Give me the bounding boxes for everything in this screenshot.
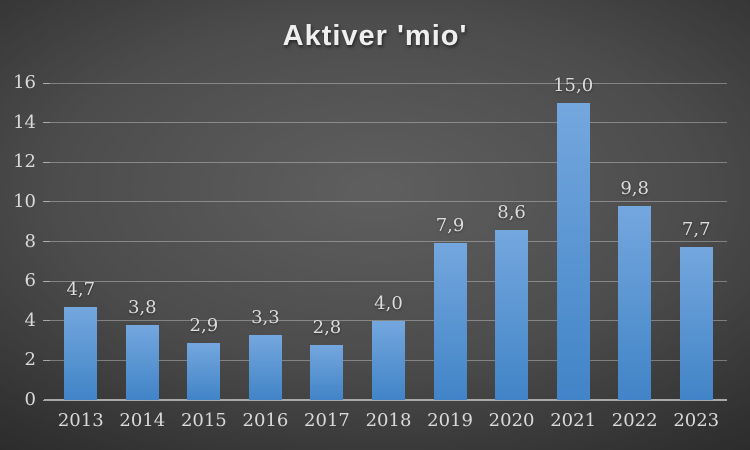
- bar-value-label-2015: 2,9: [189, 314, 219, 336]
- x-axis-label-2013: 2013: [57, 410, 104, 431]
- bar-2021[interactable]: [556, 102, 590, 400]
- x-axis-label-2019: 2019: [427, 410, 473, 431]
- x-axis-line: [44, 399, 727, 401]
- bar-value-label-2018: 4,0: [374, 292, 403, 314]
- gridline: [50, 280, 727, 282]
- bar-value-label-2019: 7,9: [435, 215, 465, 237]
- x-axis-label-2014: 2014: [119, 410, 166, 431]
- x-axis-label-2020: 2020: [488, 410, 535, 431]
- bar-2020[interactable]: [495, 229, 529, 400]
- y-axis-tick: [43, 241, 50, 242]
- bar-2023[interactable]: [679, 247, 713, 400]
- x-axis-label-2017: 2017: [304, 410, 350, 431]
- gridline: [50, 201, 727, 203]
- y-axis-label-8: 8: [24, 230, 36, 252]
- y-axis-label-12: 12: [13, 151, 36, 173]
- y-axis-label-6: 6: [24, 270, 36, 292]
- x-axis-label-2018: 2018: [365, 410, 412, 431]
- bar-2014[interactable]: [125, 324, 159, 400]
- gridline: [50, 161, 727, 163]
- y-axis-tick: [43, 320, 50, 322]
- bar-2022[interactable]: [618, 205, 652, 400]
- y-axis-tick: [43, 201, 50, 203]
- x-axis-label-2022: 2022: [611, 410, 658, 431]
- bar-value-label-2021: 15,0: [553, 74, 594, 96]
- bar-value-label-2022: 9,8: [620, 177, 649, 199]
- bar-value-label-2016: 3,3: [251, 306, 280, 328]
- bar-value-label-2014: 3,8: [127, 296, 157, 318]
- bar-2013[interactable]: [64, 306, 98, 400]
- y-axis-tick: [43, 359, 50, 361]
- gridline: [50, 122, 727, 124]
- x-axis-label-2023: 2023: [673, 410, 720, 431]
- bar-2015[interactable]: [187, 342, 221, 400]
- x-axis-label-2021: 2021: [550, 410, 597, 431]
- chart-title: Aktiver 'mio': [282, 20, 468, 52]
- y-axis-label-16: 16: [13, 72, 36, 93]
- y-axis-tick: [43, 161, 50, 163]
- y-axis-label-2: 2: [24, 349, 36, 371]
- bar-2017[interactable]: [310, 344, 344, 400]
- bar-2019[interactable]: [433, 243, 467, 400]
- y-axis-label-14: 14: [13, 111, 36, 133]
- y-axis-label-10: 10: [13, 190, 36, 212]
- x-axis-label-2016: 2016: [242, 410, 289, 431]
- y-axis-tick: [43, 122, 50, 124]
- x-axis-label-2015: 2015: [180, 410, 227, 431]
- y-axis-tick: [43, 82, 50, 84]
- bar-value-label-2023: 7,7: [681, 219, 711, 241]
- bar-value-label-2017: 2,8: [312, 316, 342, 338]
- y-axis-tick: [43, 280, 50, 282]
- bar-2016[interactable]: [248, 334, 282, 400]
- gridline: [50, 82, 727, 84]
- bar-2018[interactable]: [372, 320, 405, 400]
- y-axis-label-0: 0: [24, 389, 36, 410]
- bar-value-label-2020: 8,6: [497, 201, 526, 223]
- gridline: [50, 241, 727, 242]
- y-axis-label-4: 4: [24, 309, 36, 331]
- bar-value-label-2013: 4,7: [66, 278, 96, 300]
